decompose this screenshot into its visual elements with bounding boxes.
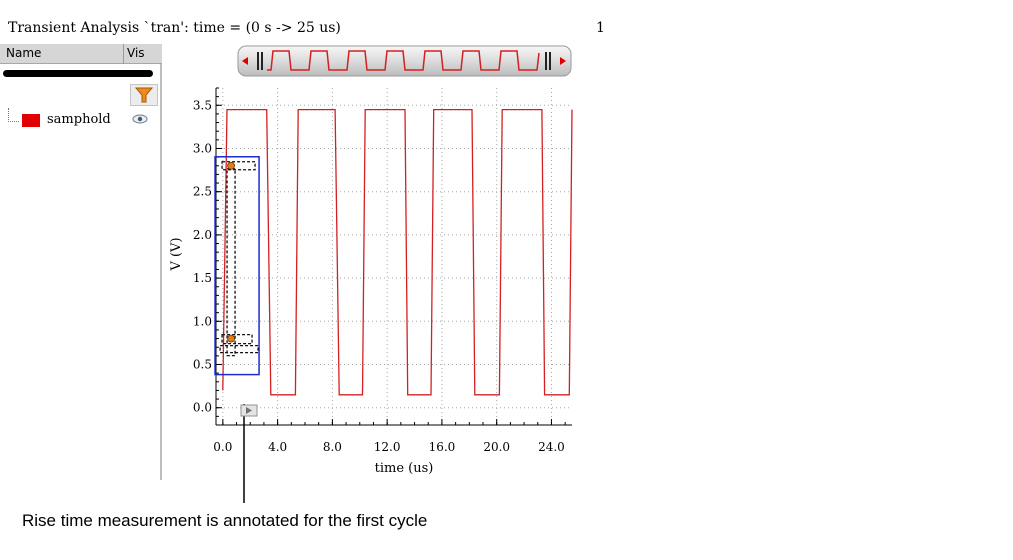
- y-tick-label: 3.5: [193, 98, 212, 112]
- scroll-right-icon[interactable]: [560, 57, 566, 65]
- y-axis-label: V (V): [169, 237, 184, 271]
- rise-time-bottom-bracket: [221, 333, 253, 345]
- x-tick-label: 0.0: [213, 440, 232, 454]
- right-handle[interactable]: [545, 52, 551, 70]
- analysis-title: Transient Analysis `tran': time = (0 s -…: [8, 20, 341, 36]
- rise-time-selection-box[interactable]: [214, 156, 260, 376]
- y-tick-label: 3.0: [193, 141, 212, 155]
- waveform-navigator[interactable]: [237, 44, 572, 78]
- navigator-wave-preview: [267, 50, 540, 71]
- rise-time-vertical-marker: [226, 168, 236, 357]
- x-tick-label: 12.0: [374, 440, 401, 454]
- filter-icon: [134, 87, 154, 103]
- y-tick-label: 0.0: [193, 401, 212, 415]
- signal-color-swatch[interactable]: [22, 114, 40, 127]
- rise-time-label-bracket: [219, 344, 259, 354]
- y-tick-label: 1.5: [193, 271, 212, 285]
- rise-time-low-point[interactable]: [227, 334, 235, 343]
- signal-list-header: Name Vis: [0, 44, 162, 64]
- x-tick-label: 8.0: [323, 440, 342, 454]
- left-handle[interactable]: [257, 52, 263, 70]
- name-column-header[interactable]: Name: [6, 46, 42, 60]
- signal-panel: Name Vis samphold: [0, 44, 162, 480]
- filter-button[interactable]: [130, 84, 158, 106]
- signal-search-bar[interactable]: [3, 70, 153, 77]
- signal-name-samphold[interactable]: samphold: [47, 112, 111, 127]
- rise-time-high-point[interactable]: [227, 161, 235, 170]
- page-number: 1: [596, 20, 605, 36]
- rise-time-top-bracket: [221, 161, 256, 171]
- x-axis-label: time (us): [375, 461, 434, 476]
- column-divider[interactable]: [123, 44, 124, 64]
- x-tick-label: 20.0: [483, 440, 510, 454]
- tree-connector: [8, 108, 19, 122]
- y-tick-label: 1.0: [193, 314, 212, 328]
- y-tick-label: 2.0: [193, 228, 212, 242]
- y-tick-label: 2.5: [193, 185, 212, 199]
- y-tick-label: 0.5: [193, 358, 212, 372]
- series-samphold[interactable]: [222, 108, 573, 396]
- x-tick-label: 24.0: [538, 440, 565, 454]
- caption-text: Rise time measurement is annotated for t…: [22, 511, 428, 530]
- eye-icon[interactable]: [132, 114, 148, 124]
- marker-play-button[interactable]: [240, 404, 258, 417]
- x-tick-label: 16.0: [429, 440, 456, 454]
- x-tick-label: 4.0: [268, 440, 287, 454]
- vis-column-header[interactable]: Vis: [127, 46, 145, 60]
- scroll-left-icon[interactable]: [242, 57, 248, 65]
